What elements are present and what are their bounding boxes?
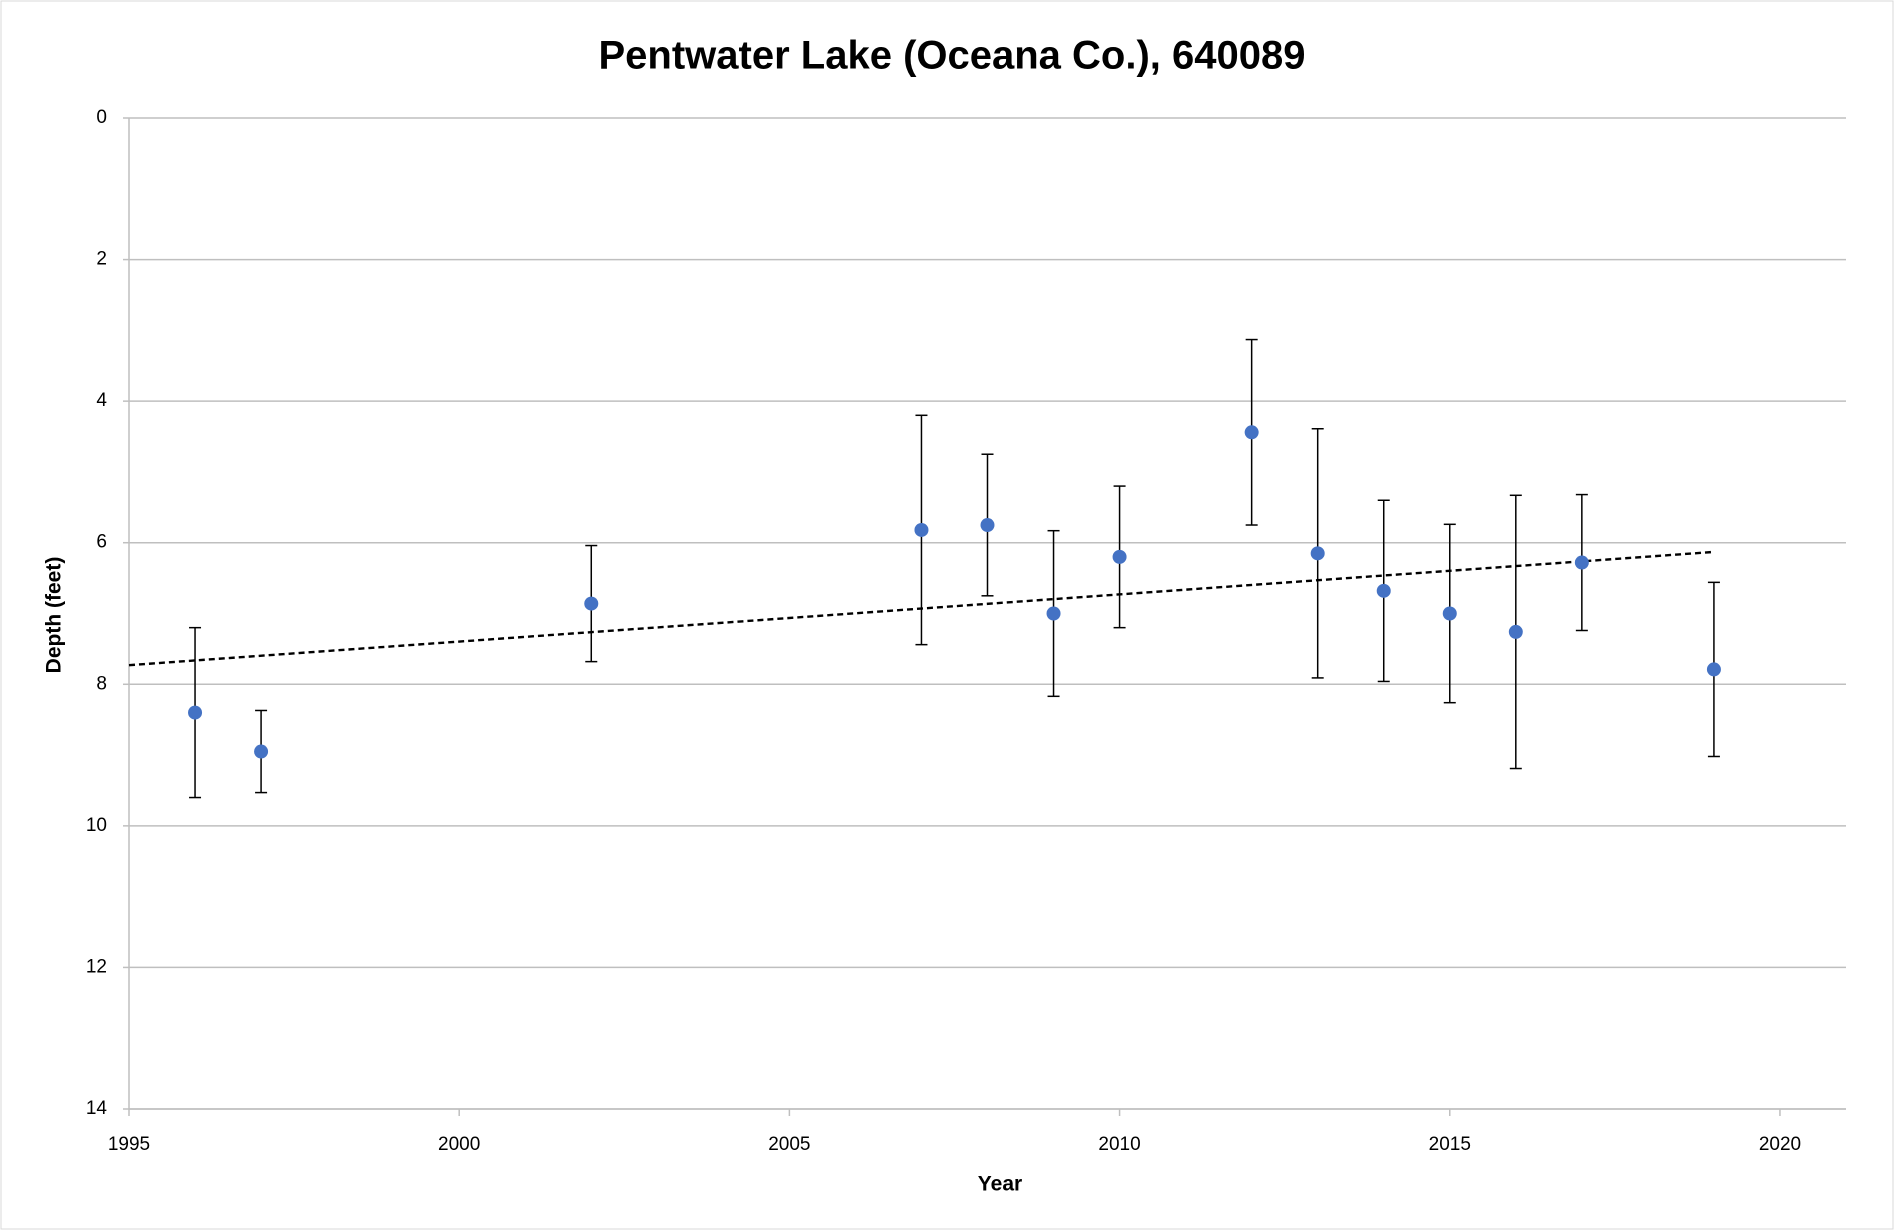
y-tick-label: 12 (86, 956, 107, 977)
point (914, 522, 929, 537)
point (1706, 662, 1721, 677)
y-tick-label: 0 (96, 107, 107, 128)
y-tick-label: 8 (96, 673, 107, 694)
point (1046, 606, 1061, 621)
chart-title: Pentwater Lake (Oceana Co.), 640089 (599, 34, 1306, 78)
point (584, 596, 599, 611)
point (1574, 555, 1589, 570)
x-tick-label: 1995 (108, 1134, 150, 1155)
point (1376, 583, 1391, 598)
y-tick-label: 4 (96, 390, 107, 411)
point (1310, 546, 1325, 561)
y-tick-label: 14 (86, 1098, 108, 1119)
x-tick-label: 2005 (768, 1134, 810, 1155)
point (188, 705, 203, 720)
point (254, 744, 269, 759)
x-tick-label: 2015 (1429, 1134, 1471, 1155)
y-tick-label: 2 (96, 249, 107, 270)
point (1244, 425, 1259, 440)
x-tick-label: 2000 (438, 1134, 480, 1155)
y-tick-label: 10 (86, 815, 107, 836)
point (1112, 549, 1127, 564)
point (980, 518, 995, 533)
y-tick-label: 6 (96, 532, 107, 553)
y-axis-title: Depth (feet) (43, 557, 66, 674)
x-tick-label: 2020 (1759, 1134, 1801, 1155)
x-axis-title: Year (978, 1173, 1022, 1196)
point (1508, 624, 1523, 639)
point (1442, 606, 1457, 621)
x-tick-label: 2010 (1098, 1134, 1140, 1155)
